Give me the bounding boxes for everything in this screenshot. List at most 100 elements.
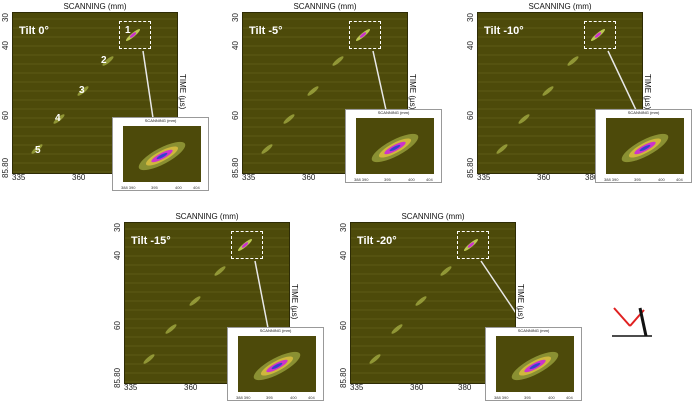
inset-x-tick-label: 388 390 (236, 395, 251, 400)
x-tick-label: 360 (184, 383, 198, 392)
x-tick-label: 360 (537, 173, 551, 182)
echo-streak (31, 144, 43, 154)
inset-x-tick-label: 395 (384, 177, 391, 182)
tilt-label: Tilt 0° (19, 25, 49, 37)
echo-streak (189, 296, 201, 306)
echo-number-1: 1 (125, 25, 131, 36)
echo-streak (440, 266, 452, 276)
inset-x-tick-label: 395 (151, 185, 158, 190)
bscan-image: Tilt -20° (350, 222, 516, 384)
x-tick-label: 335 (124, 383, 138, 392)
inset-x-tick-label: 404 (193, 185, 200, 190)
y-tick-label: 30 (231, 13, 240, 22)
y-tick-label: 60 (339, 321, 348, 330)
zoom-region-box (584, 21, 616, 49)
bscan-image: Tilt -10° (477, 12, 643, 174)
echo-streak (261, 144, 273, 154)
x-axis-title: SCANNING (mm) (401, 212, 465, 221)
echo-streak (307, 86, 319, 96)
inset-x-tick-label: 395 (634, 177, 641, 182)
tilt-label: Tilt -5° (249, 25, 283, 37)
zoom-region-box (119, 21, 151, 49)
zoom-region-box (457, 231, 489, 259)
inset-x-tick-label: 395 (524, 395, 531, 400)
echo-streak (332, 56, 344, 66)
echo-streak (77, 86, 89, 96)
inset-echo-layer-3 (529, 362, 541, 370)
zoom-connector-line (254, 260, 269, 329)
inset-x-tick-label: 395 (266, 395, 273, 400)
zoom-region-box (231, 231, 263, 259)
inset-x-axis-title: SCANNING (mm) (259, 328, 292, 333)
echo-streak (283, 114, 295, 124)
echo-peak (129, 32, 137, 38)
bscan-image: Tilt -5° (242, 12, 408, 174)
tilt-label: Tilt -10° (484, 25, 524, 37)
inset-image (606, 118, 684, 174)
y-axis-title: TIME (µs) (516, 284, 525, 320)
tilt-label: Tilt -20° (357, 235, 397, 247)
zoom-inset: SCANNING (mm) 388 390 395 400 404 (345, 109, 442, 183)
echo-streak (518, 114, 530, 124)
y-tick-label: 85.80 (466, 157, 475, 178)
scan-panel-2: SCANNING (mm) Tilt -10° 30 40 60 85.80 335 360 3… (465, 2, 655, 182)
zoom-inset: SCANNING (mm) 388 390 395 400 404 (112, 117, 209, 191)
echo-streak (415, 296, 427, 306)
inset-image (238, 336, 316, 392)
y-tick-label: 60 (466, 111, 475, 120)
y-tick-label: 30 (466, 13, 475, 22)
inset-x-tick-label: 388 390 (604, 177, 619, 182)
echo-streaks (243, 18, 407, 173)
zoom-inset: SCANNING (mm) 388 390 395 400 404 (227, 327, 324, 401)
echo-streak (567, 56, 579, 66)
y-tick-label: 40 (466, 41, 475, 50)
x-tick-label: 335 (12, 173, 26, 182)
y-tick-label: 60 (113, 321, 122, 330)
inset-x-axis-title: SCANNING (mm) (144, 118, 177, 123)
y-axis-title: TIME (µs) (178, 74, 187, 110)
echo-streak (542, 86, 554, 96)
echo-number-5: 5 (35, 145, 41, 156)
zoom-connector-line (142, 50, 154, 119)
echo-streak (369, 354, 381, 364)
inset-image (356, 118, 434, 174)
probe-angle-icon (612, 307, 652, 337)
x-axis-title: SCANNING (mm) (293, 2, 357, 11)
inset-x-tick-label: 404 (566, 395, 573, 400)
zoom-connector-line (607, 50, 637, 111)
echo-streak (165, 324, 177, 334)
y-tick-label: 30 (1, 13, 10, 22)
x-axis-title: SCANNING (mm) (63, 2, 127, 11)
echo-number-3: 3 (79, 85, 85, 96)
y-tick-label: 40 (339, 251, 348, 260)
echo-peak (594, 32, 602, 38)
y-tick-label: 60 (1, 111, 10, 120)
echo-streak (496, 144, 508, 154)
y-tick-label: 30 (339, 223, 348, 232)
y-axis-title: TIME (µs) (290, 284, 299, 320)
y-axis-title: TIME (µs) (408, 74, 417, 110)
inset-echo-layer-3 (156, 152, 168, 160)
inset-x-tick-label: 400 (175, 185, 182, 190)
inset-x-tick-label: 404 (676, 177, 683, 182)
inset-echo-layer-3 (389, 144, 401, 152)
y-tick-label: 60 (231, 111, 240, 120)
inset-x-tick-label: 400 (290, 395, 297, 400)
inset-echo-layer-3 (639, 144, 651, 152)
scan-panel-3: SCANNING (mm)Tilt -15°30406085.803353603… (112, 212, 302, 392)
inset-x-tick-label: 388 390 (354, 177, 369, 182)
inset-x-axis-title: SCANNING (mm) (627, 110, 660, 115)
scan-panel-4: SCANNING (mm) Tilt -20° 30 40 60 85.80 335 360 3… (338, 212, 528, 392)
zoom-region-box (349, 21, 381, 49)
echo-peak (467, 242, 475, 248)
inset-image (123, 126, 201, 182)
y-tick-label: 40 (231, 41, 240, 50)
x-axis-title: SCANNING (mm) (175, 212, 239, 221)
echo-streak (143, 354, 155, 364)
inset-x-axis-title: SCANNING (mm) (377, 110, 410, 115)
x-tick-label: 335 (242, 173, 256, 182)
x-axis-title: SCANNING (mm) (528, 2, 592, 11)
zoom-inset: SCANNING (mm) 388 390 395 400 404 (595, 109, 692, 183)
inset-x-tick-label: 404 (426, 177, 433, 182)
